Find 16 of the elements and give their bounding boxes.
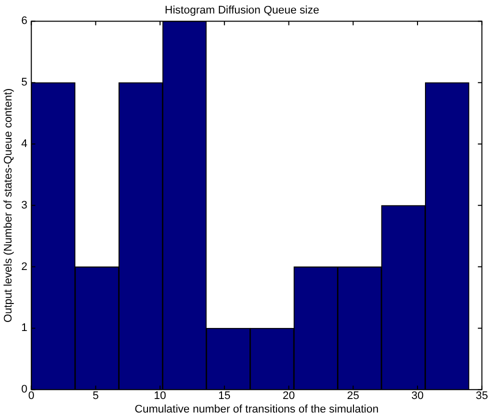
x-tick-label: 25 [347,390,360,402]
x-tick-label: 20 [282,390,295,402]
y-tick-label: 1 [21,322,28,334]
y-tick-label: 4 [21,138,28,150]
x-tick-label: 10 [154,390,166,402]
y-axis-title: Output levels (Number of states-Queue content) [2,88,15,322]
y-tick-label: 5 [21,76,28,89]
x-tick-label: 35 [476,390,488,402]
x-tick-label: 5 [92,390,99,402]
x-tick-label: 15 [218,390,231,402]
y-tick-label: 2 [21,260,28,273]
y-tick-label: 3 [21,199,28,212]
x-axis-title: Cumulative number of transitions of the simulation [134,403,379,416]
y-tick-label: 6 [21,15,28,28]
x-tick-label: 30 [411,390,424,402]
chart-title: Histogram Diffusion Queue size [164,4,320,17]
